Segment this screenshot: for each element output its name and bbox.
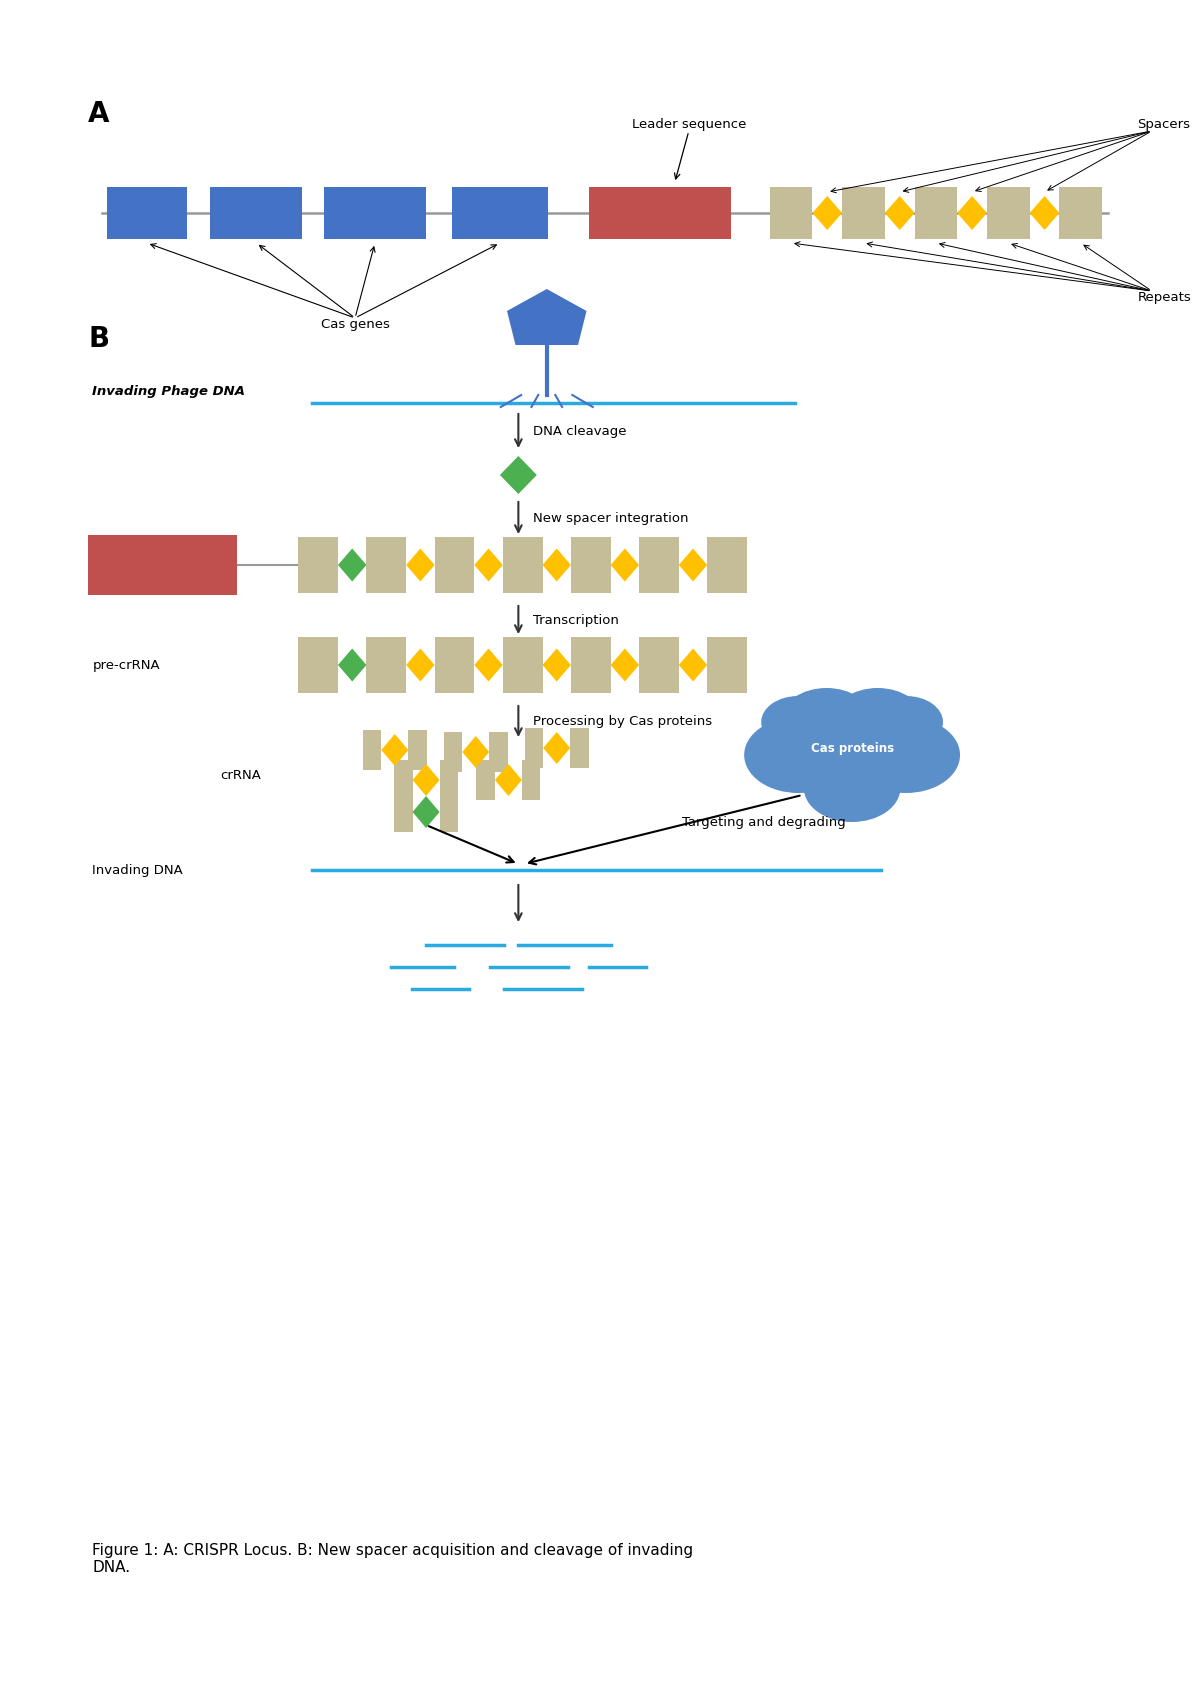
Polygon shape <box>812 195 842 229</box>
Polygon shape <box>1030 195 1060 229</box>
Polygon shape <box>542 649 571 681</box>
Bar <box>394 761 413 800</box>
Text: Figure 1: A: CRISPR Locus. B: New spacer acquisition and cleavage of invading
DN: Figure 1: A: CRISPR Locus. B: New spacer… <box>92 1543 694 1576</box>
Polygon shape <box>382 734 408 766</box>
Polygon shape <box>544 732 570 764</box>
Bar <box>988 187 1030 239</box>
Polygon shape <box>406 548 434 581</box>
Bar <box>914 187 958 239</box>
Bar <box>524 728 544 767</box>
Bar <box>299 637 338 693</box>
Text: DNA cleavage: DNA cleavage <box>533 424 626 438</box>
Text: Leader sequence: Leader sequence <box>631 117 746 131</box>
Polygon shape <box>338 649 366 681</box>
Polygon shape <box>958 195 988 229</box>
Bar <box>324 187 426 239</box>
Text: pre-crRNA: pre-crRNA <box>92 659 160 671</box>
Text: Cas genes: Cas genes <box>320 318 390 331</box>
Circle shape <box>804 754 900 822</box>
Bar <box>451 187 548 239</box>
Polygon shape <box>474 548 503 581</box>
Bar <box>439 761 458 800</box>
Bar <box>769 187 812 239</box>
Bar <box>434 637 474 693</box>
Bar <box>476 761 494 800</box>
Circle shape <box>833 688 923 752</box>
Bar <box>589 187 731 239</box>
Bar <box>444 732 462 773</box>
Bar <box>1060 187 1102 239</box>
Text: Cas proteins: Cas proteins <box>810 742 894 754</box>
Bar <box>640 537 679 593</box>
Circle shape <box>779 696 926 800</box>
Circle shape <box>781 688 872 752</box>
Bar <box>362 730 382 769</box>
Polygon shape <box>611 649 640 681</box>
Bar <box>842 187 884 239</box>
Polygon shape <box>474 649 503 681</box>
Bar <box>522 761 540 800</box>
Bar <box>503 537 542 593</box>
Polygon shape <box>542 548 571 581</box>
Text: Transcription: Transcription <box>533 613 618 627</box>
Polygon shape <box>406 649 434 681</box>
Bar <box>490 732 508 773</box>
Bar <box>503 637 542 693</box>
Polygon shape <box>338 548 366 581</box>
Circle shape <box>744 717 852 793</box>
Polygon shape <box>500 457 536 494</box>
Text: A: A <box>88 100 109 127</box>
Polygon shape <box>508 289 587 345</box>
Polygon shape <box>413 764 439 796</box>
Polygon shape <box>462 735 490 767</box>
Text: Repeats: Repeats <box>1138 290 1192 304</box>
Text: Processing by Cas proteins: Processing by Cas proteins <box>533 715 712 727</box>
Polygon shape <box>679 649 707 681</box>
Text: crRNA: crRNA <box>220 769 262 781</box>
Text: Spacers: Spacers <box>1138 117 1190 131</box>
Bar <box>571 537 611 593</box>
Polygon shape <box>611 548 640 581</box>
Polygon shape <box>884 195 914 229</box>
Text: Invading Phage DNA: Invading Phage DNA <box>92 384 245 397</box>
Bar <box>366 537 406 593</box>
Bar <box>434 537 474 593</box>
Bar <box>707 537 748 593</box>
Text: Targeting and degrading: Targeting and degrading <box>682 815 846 829</box>
Bar <box>571 637 611 693</box>
Text: Invading DNA: Invading DNA <box>92 864 184 876</box>
Bar <box>408 730 427 769</box>
Polygon shape <box>679 548 707 581</box>
Circle shape <box>869 696 943 749</box>
Bar <box>88 535 238 594</box>
Bar <box>366 637 406 693</box>
Bar <box>570 728 589 767</box>
Text: New spacer integration: New spacer integration <box>533 511 688 525</box>
Bar <box>707 637 748 693</box>
Bar <box>640 637 679 693</box>
Bar <box>210 187 302 239</box>
Bar <box>439 791 458 832</box>
Bar <box>299 537 338 593</box>
Circle shape <box>852 717 960 793</box>
Bar <box>394 791 413 832</box>
Bar <box>107 187 187 239</box>
Circle shape <box>761 696 835 749</box>
Polygon shape <box>494 764 522 796</box>
Text: B: B <box>88 324 109 353</box>
Polygon shape <box>413 796 439 829</box>
